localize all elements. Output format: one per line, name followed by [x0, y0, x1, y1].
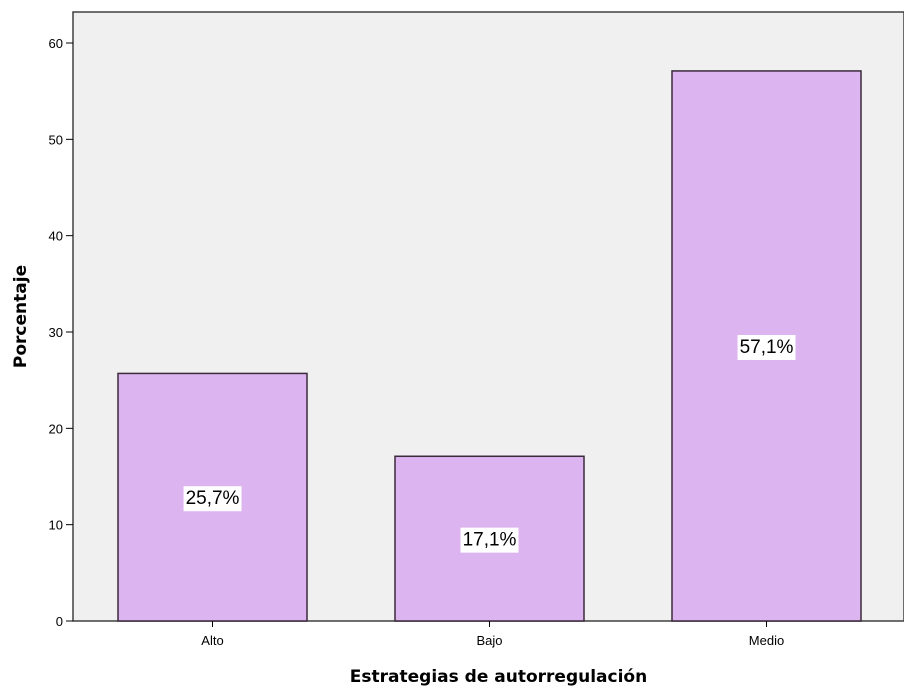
y-axis-title: Porcentaje: [11, 265, 31, 368]
y-tick-label: 60: [49, 36, 63, 51]
y-axis: 0 10 20 30 40 50 60: [49, 36, 73, 629]
data-label-bajo: 17,1%: [463, 530, 517, 551]
y-tick-label: 30: [49, 325, 63, 340]
data-label-alto: 25,7%: [186, 488, 240, 509]
x-axis: Alto Bajo Medio: [201, 621, 784, 648]
x-tick-label: Alto: [201, 633, 223, 648]
x-axis-title: Estrategias de autorregulación: [350, 667, 647, 687]
data-labels-layer: 25,7% 17,1% 57,1%: [183, 334, 796, 553]
x-tick-label: Bajo: [476, 633, 502, 648]
x-tick-label: Medio: [749, 633, 784, 648]
y-tick-label: 10: [49, 518, 63, 533]
y-tick-label: 50: [49, 132, 63, 147]
data-label-box: [737, 334, 796, 360]
y-tick-label: 40: [49, 229, 63, 244]
data-label-medio: 57,1%: [740, 337, 794, 358]
y-tick-label: 0: [56, 614, 63, 629]
y-tick-label: 20: [49, 421, 63, 436]
data-label-box: [460, 527, 519, 553]
data-label-box: [183, 486, 242, 512]
